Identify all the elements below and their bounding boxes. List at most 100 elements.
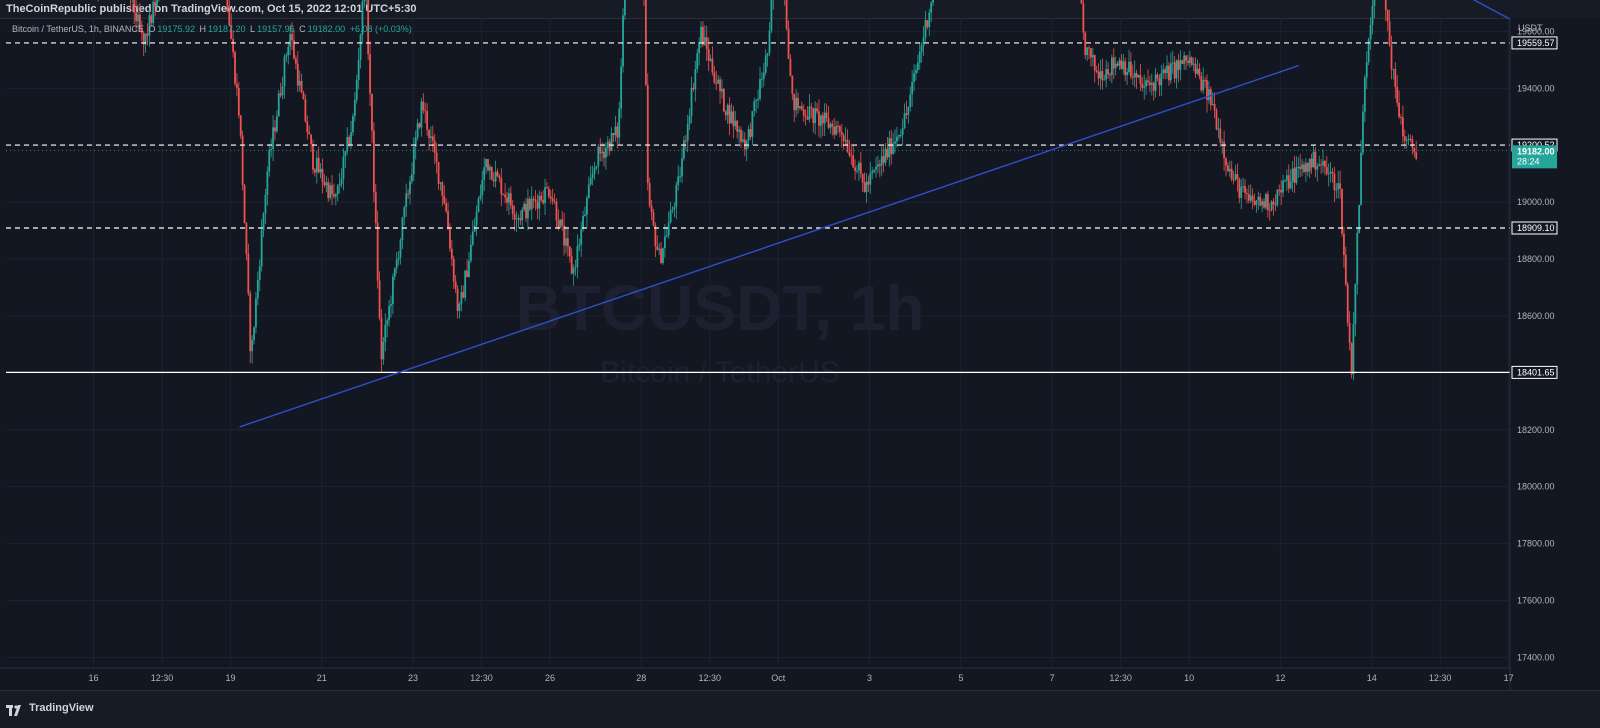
candle[interactable] <box>1365 51 1368 90</box>
candle[interactable] <box>1171 50 1174 74</box>
candle[interactable] <box>1352 311 1355 381</box>
candle[interactable] <box>1390 35 1393 80</box>
candle[interactable] <box>506 191 508 211</box>
candle[interactable] <box>1097 63 1100 86</box>
candle[interactable] <box>460 285 463 312</box>
candle[interactable] <box>1346 281 1349 327</box>
candle[interactable] <box>546 182 548 189</box>
candle[interactable] <box>650 199 653 221</box>
candle[interactable] <box>390 295 392 318</box>
candle[interactable] <box>1118 57 1121 71</box>
candle[interactable] <box>675 181 678 220</box>
candle[interactable] <box>1284 179 1286 183</box>
candle[interactable] <box>711 46 714 76</box>
candle[interactable] <box>462 285 465 299</box>
candle[interactable] <box>869 161 872 194</box>
candle[interactable] <box>1308 158 1311 179</box>
candle[interactable] <box>890 129 893 165</box>
candle[interactable] <box>799 105 801 111</box>
candle[interactable] <box>344 150 347 169</box>
candle[interactable] <box>700 21 702 48</box>
candle[interactable] <box>795 89 798 118</box>
candle[interactable] <box>1194 57 1197 78</box>
candle[interactable] <box>287 41 290 65</box>
candle[interactable] <box>148 8 151 47</box>
candle[interactable] <box>253 326 255 345</box>
candle[interactable] <box>696 48 699 73</box>
candle[interactable] <box>239 115 242 139</box>
candle[interactable] <box>648 177 651 208</box>
candle[interactable] <box>500 168 503 207</box>
candle[interactable] <box>1099 59 1102 90</box>
candle[interactable] <box>1293 155 1296 193</box>
candle[interactable] <box>527 188 529 231</box>
candle[interactable] <box>932 0 934 6</box>
candle[interactable] <box>867 175 870 193</box>
candle[interactable] <box>397 251 400 266</box>
candle[interactable] <box>401 216 404 250</box>
candle[interactable] <box>325 176 328 193</box>
candle[interactable] <box>916 54 919 74</box>
candle[interactable] <box>852 144 855 169</box>
candle[interactable] <box>1105 59 1108 88</box>
candle[interactable] <box>277 89 280 118</box>
candle[interactable] <box>1316 162 1319 182</box>
candle[interactable] <box>1088 45 1090 60</box>
candle[interactable] <box>1177 53 1180 83</box>
candle[interactable] <box>150 13 153 26</box>
candle[interactable] <box>456 284 459 319</box>
level-price-tag[interactable] <box>1511 221 1558 235</box>
candle[interactable] <box>477 196 480 213</box>
candle[interactable] <box>1227 162 1229 172</box>
candle[interactable] <box>407 189 410 199</box>
candle[interactable] <box>1324 159 1326 176</box>
candle[interactable] <box>760 72 763 89</box>
candle[interactable] <box>1320 159 1323 174</box>
candle[interactable] <box>726 103 729 124</box>
candle[interactable] <box>1183 51 1186 70</box>
candle[interactable] <box>1101 58 1104 90</box>
candle[interactable] <box>1266 190 1269 218</box>
candle[interactable] <box>1396 74 1399 107</box>
candle[interactable] <box>810 102 813 119</box>
candle[interactable] <box>473 217 476 233</box>
candle[interactable] <box>882 146 885 173</box>
candle[interactable] <box>275 110 278 134</box>
candle[interactable] <box>156 0 158 10</box>
candle[interactable] <box>1156 72 1159 82</box>
candle[interactable] <box>386 318 389 338</box>
candle[interactable] <box>1090 48 1092 67</box>
candle[interactable] <box>1289 169 1292 190</box>
candle[interactable] <box>1131 64 1134 86</box>
candle[interactable] <box>1388 9 1391 47</box>
candle[interactable] <box>683 135 685 161</box>
candle[interactable] <box>319 163 322 179</box>
candle[interactable] <box>428 129 430 151</box>
candle[interactable] <box>308 125 311 135</box>
candle[interactable] <box>357 47 360 90</box>
candle[interactable] <box>913 64 915 91</box>
candle[interactable] <box>388 300 390 327</box>
candle[interactable] <box>1202 67 1205 94</box>
candle[interactable] <box>1122 53 1125 75</box>
candle[interactable] <box>245 221 248 261</box>
candle[interactable] <box>686 114 689 152</box>
candle[interactable] <box>374 183 377 228</box>
candle[interactable] <box>1114 56 1117 76</box>
candle[interactable] <box>1204 77 1206 88</box>
candle[interactable] <box>262 211 265 238</box>
candle[interactable] <box>1198 63 1201 80</box>
candle[interactable] <box>536 194 539 219</box>
candle[interactable] <box>595 165 598 171</box>
candle[interactable] <box>829 121 832 134</box>
candle[interactable] <box>1297 157 1300 178</box>
candle[interactable] <box>753 97 756 117</box>
candle[interactable] <box>540 191 543 203</box>
candle[interactable] <box>605 142 607 170</box>
candle[interactable] <box>762 62 765 87</box>
candle[interactable] <box>1259 192 1262 207</box>
candle[interactable] <box>721 79 723 99</box>
candle[interactable] <box>1325 156 1328 176</box>
candle[interactable] <box>557 209 560 231</box>
candle[interactable] <box>426 102 429 136</box>
